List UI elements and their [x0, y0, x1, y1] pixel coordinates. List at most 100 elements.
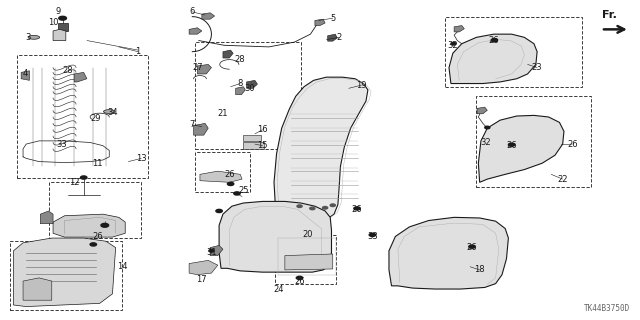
Text: 26: 26 [92, 232, 103, 241]
Text: 30: 30 [244, 84, 255, 93]
Polygon shape [315, 19, 325, 26]
Text: 8: 8 [237, 79, 243, 88]
Circle shape [227, 182, 234, 186]
Text: 33: 33 [367, 232, 378, 241]
Text: 28: 28 [235, 55, 246, 64]
Bar [10, 241, 122, 310]
Text: 22: 22 [557, 175, 568, 184]
Text: 20: 20 [302, 230, 312, 239]
Text: 26: 26 [467, 243, 477, 252]
Circle shape [296, 276, 303, 279]
Polygon shape [202, 13, 214, 19]
Polygon shape [454, 26, 465, 32]
Circle shape [354, 207, 360, 210]
Bar [275, 235, 336, 284]
Polygon shape [478, 116, 564, 182]
Text: 14: 14 [116, 262, 127, 271]
Text: 31: 31 [206, 248, 217, 257]
Text: 10: 10 [48, 19, 58, 28]
Polygon shape [236, 87, 245, 95]
Polygon shape [197, 64, 211, 74]
Polygon shape [58, 23, 68, 31]
Bar [195, 152, 250, 192]
Text: 26: 26 [294, 276, 305, 285]
Circle shape [310, 207, 315, 210]
Text: 26: 26 [352, 205, 362, 214]
Polygon shape [40, 211, 53, 224]
Text: 27: 27 [192, 63, 203, 72]
Polygon shape [23, 278, 52, 300]
Bar [445, 17, 582, 87]
Bar [17, 55, 148, 178]
Polygon shape [246, 80, 257, 88]
Text: 26: 26 [224, 170, 235, 179]
Text: 11: 11 [93, 159, 103, 168]
Circle shape [297, 205, 302, 207]
Text: 24: 24 [273, 284, 284, 293]
Polygon shape [200, 171, 242, 182]
Circle shape [59, 16, 67, 20]
Circle shape [101, 223, 109, 227]
Text: 26: 26 [567, 140, 577, 148]
Text: 12: 12 [69, 178, 79, 187]
Text: 34: 34 [107, 108, 118, 117]
Polygon shape [189, 28, 202, 34]
Circle shape [330, 204, 335, 206]
Circle shape [209, 250, 214, 252]
Text: 28: 28 [63, 66, 73, 75]
Polygon shape [389, 217, 508, 289]
Circle shape [508, 143, 515, 146]
Text: 5: 5 [330, 14, 335, 23]
Polygon shape [189, 260, 218, 275]
Polygon shape [328, 34, 337, 41]
Polygon shape [223, 50, 233, 58]
Circle shape [216, 209, 222, 212]
Polygon shape [285, 254, 333, 270]
Polygon shape [74, 72, 87, 82]
Ellipse shape [28, 36, 40, 39]
Text: 13: 13 [136, 154, 147, 163]
Circle shape [323, 206, 328, 209]
Circle shape [369, 233, 376, 236]
Polygon shape [13, 238, 116, 307]
Text: 17: 17 [196, 275, 207, 284]
Bar [49, 182, 141, 238]
Text: 7: 7 [189, 120, 195, 130]
Polygon shape [193, 123, 208, 135]
Circle shape [491, 39, 497, 42]
Text: 26: 26 [488, 36, 499, 45]
Text: 32: 32 [447, 41, 458, 50]
Bar [195, 42, 301, 149]
Text: TK44B3750D: TK44B3750D [584, 304, 630, 313]
Text: Fr.: Fr. [602, 10, 617, 20]
Polygon shape [219, 201, 332, 272]
Circle shape [451, 43, 456, 45]
Text: 29: 29 [90, 114, 100, 123]
Text: 1: 1 [136, 47, 141, 56]
Bar [476, 96, 591, 187]
Polygon shape [449, 34, 537, 84]
Text: 9: 9 [56, 7, 61, 16]
Polygon shape [210, 245, 223, 256]
Text: 2: 2 [337, 33, 342, 42]
Text: 21: 21 [218, 109, 228, 118]
Polygon shape [21, 71, 29, 80]
Text: 25: 25 [238, 186, 248, 195]
Text: 33: 33 [56, 140, 67, 148]
Polygon shape [274, 77, 368, 222]
Text: 26: 26 [506, 141, 517, 150]
Text: 4: 4 [22, 69, 28, 78]
Text: 15: 15 [257, 141, 268, 150]
Text: 18: 18 [474, 265, 485, 275]
Text: 3: 3 [25, 33, 30, 42]
Bar [243, 142, 264, 149]
Circle shape [468, 245, 475, 248]
Ellipse shape [104, 110, 115, 114]
Polygon shape [53, 29, 66, 41]
Circle shape [234, 192, 240, 195]
Polygon shape [53, 214, 125, 237]
Text: 6: 6 [189, 7, 195, 16]
Bar [243, 134, 261, 141]
Text: 32: 32 [481, 138, 492, 147]
Circle shape [484, 126, 490, 129]
